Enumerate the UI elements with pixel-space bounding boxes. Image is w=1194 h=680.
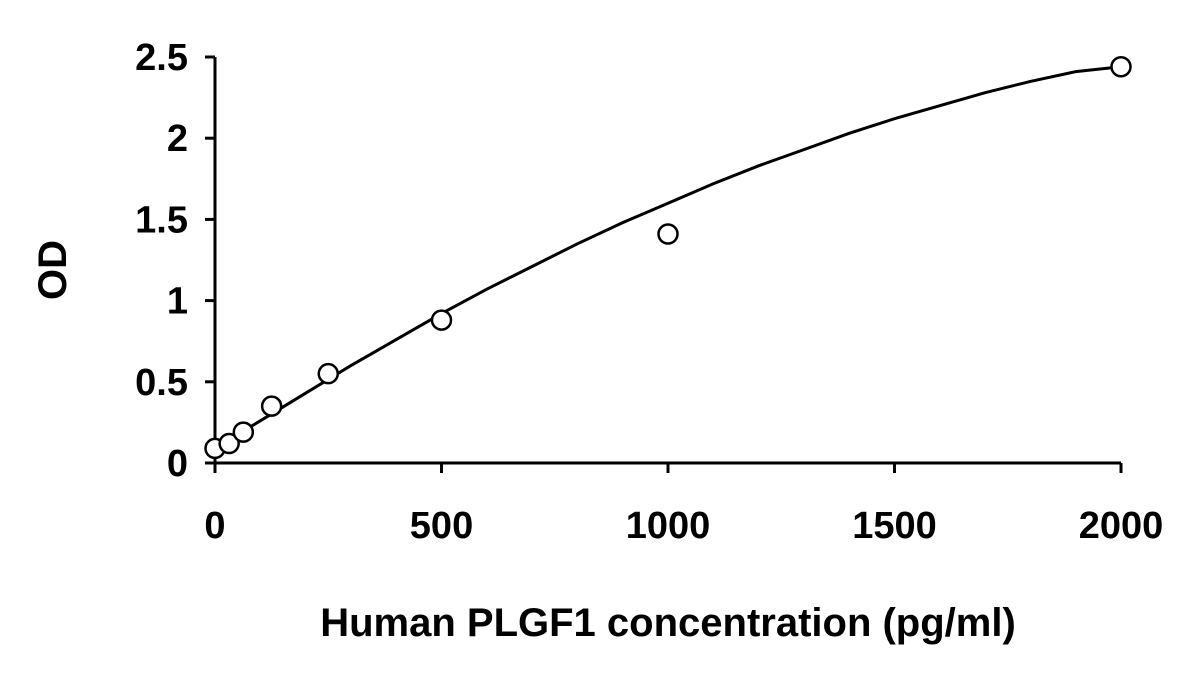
y-tick-label: 1.5 (135, 199, 188, 241)
x-tick-label: 1500 (852, 505, 937, 547)
y-axis-title: OD (31, 240, 75, 300)
y-tick-label: 0.5 (135, 362, 188, 404)
y-tick-label: 1 (167, 281, 188, 323)
x-tick-label: 500 (410, 505, 473, 547)
x-tick-labels: 0 500 1000 1500 2000 (204, 505, 1163, 547)
y-tick-label: 2.5 (135, 37, 188, 79)
data-point (232, 421, 255, 443)
y-tick-label: 0 (167, 443, 188, 485)
data-point (657, 223, 679, 245)
y-tick-label: 2 (167, 118, 188, 160)
x-tick-label: 1000 (626, 505, 711, 547)
x-axis-ticks (213, 463, 1123, 473)
data-point (1110, 55, 1132, 78)
x-tick-label: 0 (204, 505, 225, 547)
data-point (430, 309, 453, 331)
y-tick-labels: 0 0.5 1 1.5 2 2.5 (135, 37, 188, 485)
y-axis-ticks (205, 55, 215, 465)
data-point (317, 362, 339, 385)
data-point (260, 395, 283, 417)
x-tick-label: 2000 (1079, 505, 1164, 547)
data-point (218, 432, 240, 455)
x-axis-title: Human PLGF1 concentration (pg/ml) (320, 601, 1016, 645)
fit-curve-line (214, 65, 1122, 450)
data-points (204, 55, 1132, 460)
